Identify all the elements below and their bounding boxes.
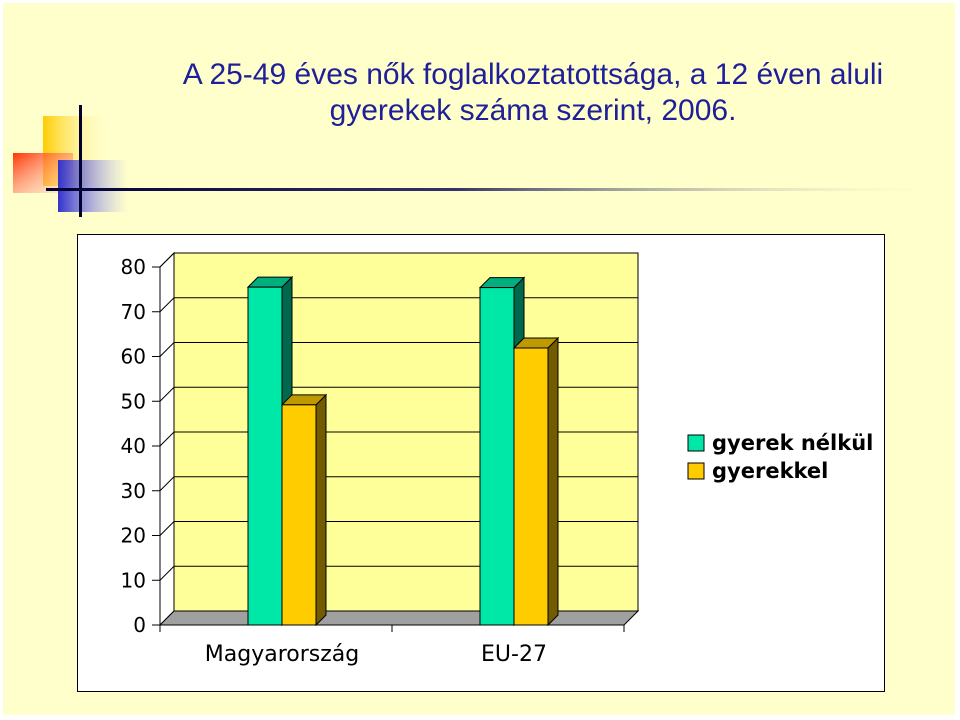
bar-magyarorszag-gyerekkel <box>281 404 317 626</box>
y-tick-label: 40 <box>121 434 146 458</box>
y-tick-label: 80 <box>121 255 146 279</box>
y-tick-label: 60 <box>121 345 146 369</box>
chart-frame: 0 10 20 30 40 50 60 70 80 Magyarország EU-27 gyerek… <box>77 234 885 692</box>
y-tick-label: 10 <box>121 568 146 592</box>
gridline <box>159 252 638 268</box>
deco-blue-square <box>58 160 128 212</box>
bar-magyarorszag-gyerek-nelkul <box>247 286 283 626</box>
bar-eu27-gyerekkel <box>513 347 549 626</box>
deco-horizontal-line <box>46 188 955 191</box>
x-category-label: EU-27 <box>481 642 547 667</box>
y-tick-label: 0 <box>133 613 146 637</box>
legend-label: gyerek nélkül <box>712 431 873 455</box>
title-line-2: gyerekek száma szerint, 2006. <box>329 94 737 127</box>
legend-label: gyerekkel <box>712 459 828 483</box>
bar-eu27-gyerek-nelkul <box>479 287 515 626</box>
legend-swatch <box>687 462 705 480</box>
x-category-label: Magyarország <box>205 642 359 667</box>
legend-swatch <box>687 434 705 452</box>
slide-title: A 25-49 éves nők foglalkoztatottsága, a … <box>123 57 943 129</box>
y-tick-label: 50 <box>121 389 146 413</box>
slide: A 25-49 éves nők foglalkoztatottsága, a … <box>3 3 955 715</box>
bar-magyarorszag-gyerekkel-side <box>315 393 327 627</box>
y-tick-label: 70 <box>121 300 146 324</box>
y-tick-label: 30 <box>121 479 146 503</box>
bar-eu27-gyerekkel-side <box>547 336 559 627</box>
title-line-1: A 25-49 éves nők foglalkoztatottsága, a … <box>182 58 884 91</box>
deco-vertical-line <box>79 105 82 217</box>
y-tick-label: 20 <box>121 524 146 548</box>
slide-decoration <box>13 105 955 217</box>
bar-chart: 0 10 20 30 40 50 60 70 80 Magyarország EU-27 gyerek… <box>121 251 873 667</box>
plot-area-floor <box>158 610 640 626</box>
